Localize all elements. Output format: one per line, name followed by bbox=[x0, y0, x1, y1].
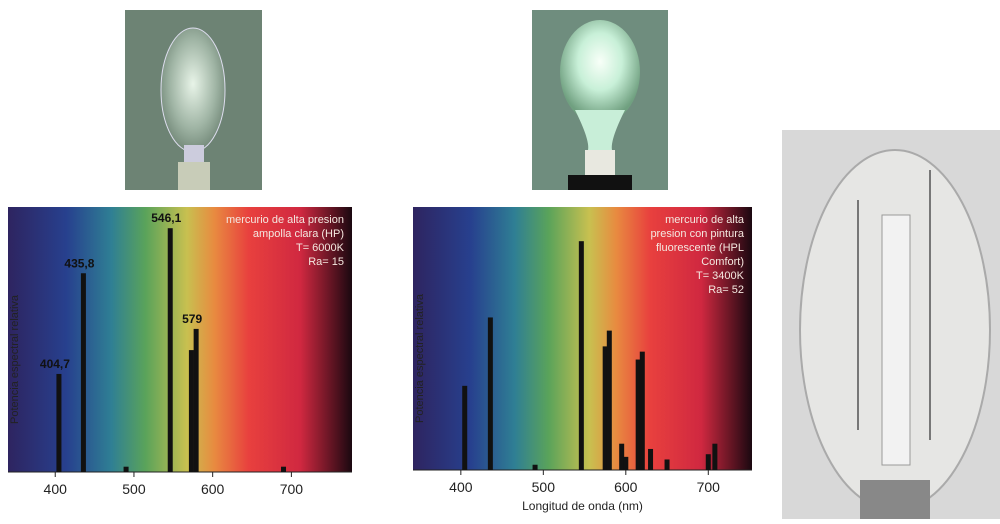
annotation: T= 6000K bbox=[296, 242, 345, 254]
spectral-line bbox=[640, 352, 645, 470]
spectral-line bbox=[56, 374, 61, 472]
spectral-line bbox=[648, 449, 653, 470]
spectral-line bbox=[124, 467, 129, 472]
charts: 400 500 600 700 Potencia espectral relativa m… bbox=[8, 207, 752, 513]
photo-clear-bulb bbox=[125, 10, 262, 190]
y-axis-label: Potencia espectral relativa bbox=[414, 293, 426, 423]
x-tick-label: 500 bbox=[122, 481, 146, 497]
spectral-line bbox=[623, 457, 628, 470]
spectral-line bbox=[706, 454, 711, 470]
annotation: ampolla clara (HP) bbox=[253, 228, 344, 240]
x-tick-label: 600 bbox=[614, 479, 638, 495]
peak-label: 579 bbox=[182, 312, 202, 326]
x-tick-label: 700 bbox=[697, 479, 721, 495]
peak-label: 435,8 bbox=[64, 256, 94, 270]
peak-label: 546,1 bbox=[151, 211, 181, 225]
spectral-line bbox=[712, 444, 717, 470]
figure: 400 500 600 700 Potencia espectral relativa m… bbox=[0, 0, 1000, 519]
annotation: mercurio de alta presion bbox=[226, 214, 344, 226]
annotation: mercurio de alta bbox=[665, 214, 745, 226]
spectral-line bbox=[607, 331, 612, 470]
spectral-line bbox=[533, 465, 538, 470]
spectral-line bbox=[665, 459, 670, 470]
x-axis-label: Longitud de onda (nm) bbox=[522, 499, 643, 513]
x-tick-label: 600 bbox=[201, 481, 225, 497]
peak-label: 404,7 bbox=[40, 357, 70, 371]
spectral-line bbox=[81, 273, 86, 472]
photo-lamp bbox=[782, 130, 1000, 519]
annotation: Ra= 52 bbox=[708, 284, 744, 296]
x-tick-label: 700 bbox=[280, 481, 304, 497]
spectral-line bbox=[462, 386, 467, 470]
annotation: Ra= 15 bbox=[308, 256, 344, 268]
spectral-line bbox=[168, 228, 173, 472]
annotation: T= 3400K bbox=[696, 270, 745, 282]
x-tick-label: 400 bbox=[449, 479, 473, 495]
photo-coated-bulb bbox=[532, 10, 668, 190]
y-axis-label: Potencia espectral relativa bbox=[9, 294, 21, 424]
x-tick-label: 500 bbox=[532, 479, 556, 495]
annotation: fluorescente (HPL bbox=[656, 242, 744, 254]
annotation: Comfort) bbox=[701, 256, 744, 268]
spectral-line bbox=[579, 241, 584, 470]
spectral-line bbox=[189, 350, 194, 472]
annotation: presion con pintura bbox=[650, 228, 744, 240]
spectral-line bbox=[194, 329, 199, 472]
x-tick-label: 400 bbox=[44, 481, 68, 497]
spectral-line bbox=[488, 317, 493, 470]
spectral-line bbox=[281, 467, 286, 472]
